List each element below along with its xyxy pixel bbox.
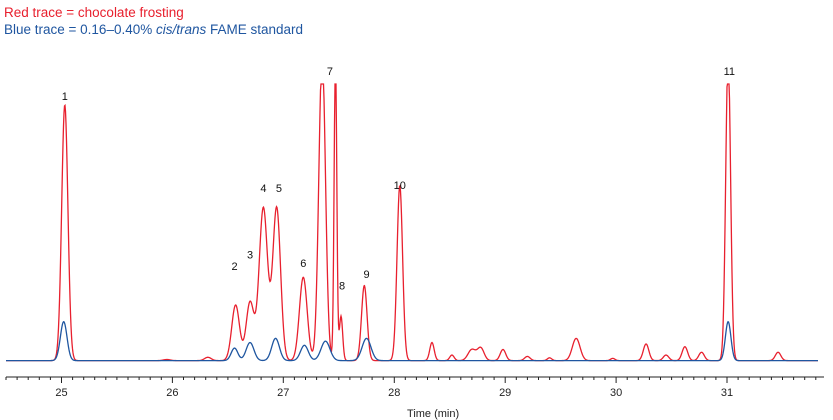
legend-red-label: Red trace = chocolate frosting: [4, 5, 184, 20]
x-ticks-group: 25 26 27 28 29 30 31: [5, 377, 817, 399]
legend-blue-suffix: FAME standard: [206, 22, 304, 37]
peak-label: 11: [724, 66, 735, 78]
traces-group: [6, 83, 818, 362]
x-axis-title: Time (min): [407, 408, 459, 420]
peak-label: 3: [247, 250, 253, 262]
peak-label: 6: [300, 258, 306, 270]
x-tick-label: 28: [388, 387, 400, 399]
peak-label: 4: [260, 183, 266, 195]
peak-label: 1: [62, 91, 68, 103]
peak-label: 5: [276, 183, 282, 195]
x-tick-label: 31: [721, 387, 733, 399]
legend-blue-trace: Blue trace = 0.16–0.40% cis/trans FAME s…: [4, 21, 303, 38]
x-tick-label: 27: [277, 387, 289, 399]
peak-label: 10: [394, 180, 406, 192]
peak-label: 2: [231, 261, 237, 273]
peak-label: 9: [363, 269, 369, 281]
legend-blue-italic: cis/trans: [155, 22, 207, 37]
red-trace-line: [6, 83, 818, 362]
x-tick-label: 26: [166, 387, 178, 399]
peak-label: 8: [339, 280, 345, 292]
x-tick-label: 29: [499, 387, 511, 399]
legend-blue-prefix: Blue trace = 0.16–0.40%: [4, 22, 156, 37]
blue-trace-line: [6, 320, 818, 362]
peak-label: 7: [327, 66, 333, 78]
legend-red-trace: Red trace = chocolate frosting: [4, 4, 303, 21]
x-tick-label: 30: [610, 387, 622, 399]
x-tick-label: 25: [55, 387, 67, 399]
chart-legend: Red trace = chocolate frosting Blue trac…: [4, 4, 303, 38]
